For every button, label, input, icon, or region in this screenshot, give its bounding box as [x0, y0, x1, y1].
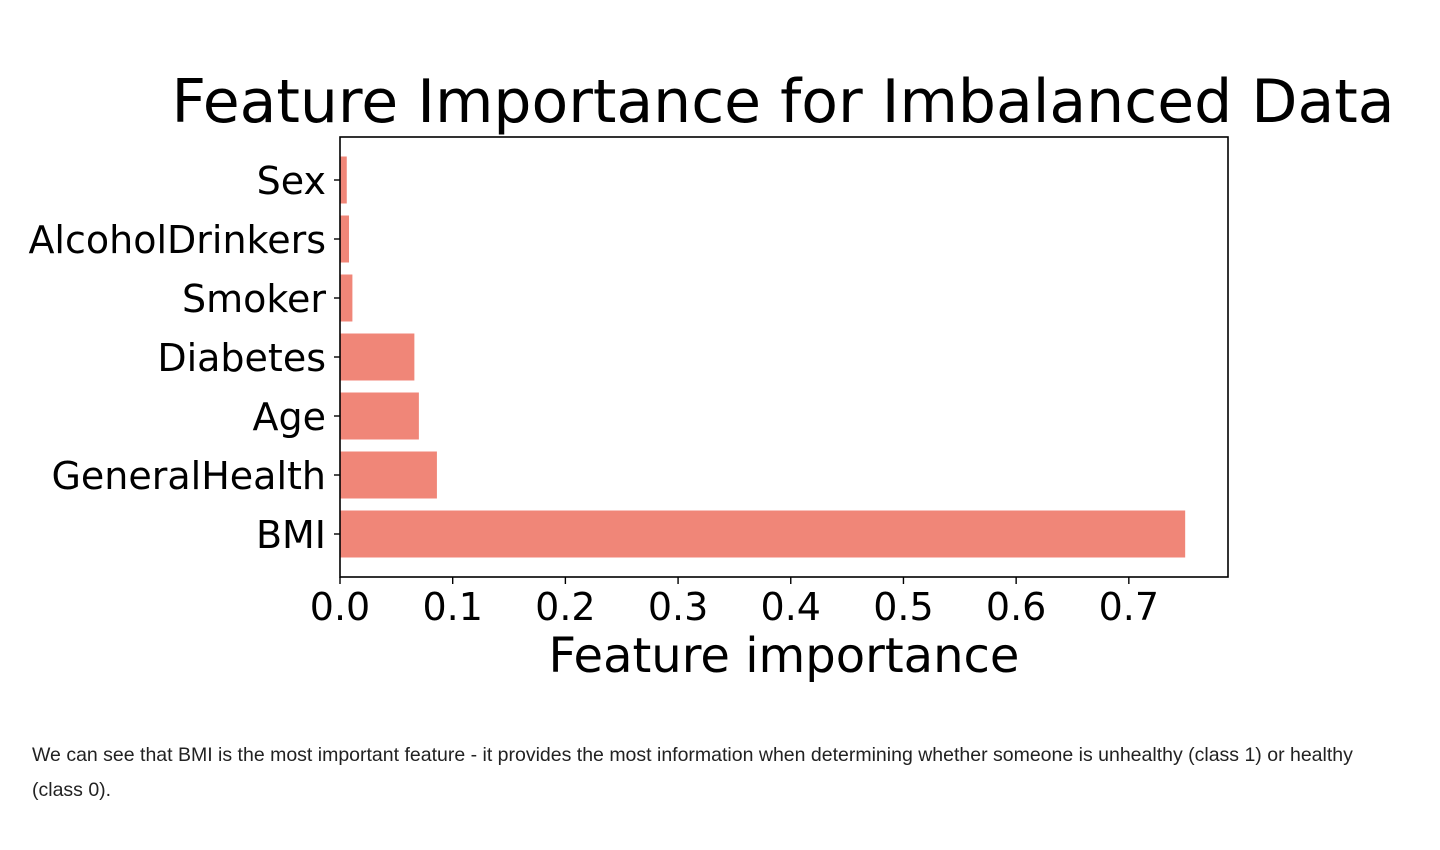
bar-bmi: [340, 510, 1186, 558]
y-tick-label: Smoker: [182, 277, 326, 321]
x-tick-label: 0.7: [1099, 585, 1159, 629]
y-tick-label: Diabetes: [157, 336, 326, 380]
y-tick-label: BMI: [256, 513, 326, 557]
y-tick-label: Sex: [257, 159, 326, 203]
bars-layer: [340, 156, 1186, 558]
x-tick-label: 0.2: [535, 585, 595, 629]
y-axis-ticks: BMI GeneralHealth Age Diabetes Smoker Alcohol…: [28, 159, 340, 557]
chart-title: Feature Importance for Imbalanced Data: [171, 67, 1394, 137]
plot-frame: [339, 136, 1229, 578]
x-axis-label: Feature importance: [549, 628, 1020, 684]
feature-importance-chart: Feature Importance for Imbalanced Data B…: [28, 67, 1394, 684]
x-tick-label: 0.6: [986, 585, 1046, 629]
x-axis-ticks: 0.0 0.1 0.2 0.3 0.4 0.5 0.6 0.7: [310, 577, 1159, 629]
bar-alcoholdrinkers: [340, 215, 350, 263]
bar-age: [340, 392, 419, 440]
x-tick-label: 0.3: [648, 585, 708, 629]
x-tick-label: 0.5: [873, 585, 933, 629]
y-tick-label: AlcoholDrinkers: [28, 218, 326, 262]
x-tick-label: 0.0: [310, 585, 370, 629]
y-tick-label: GeneralHealth: [51, 454, 326, 498]
bar-diabetes: [340, 333, 415, 381]
x-tick-label: 0.1: [422, 585, 482, 629]
bar-smoker: [340, 274, 353, 322]
x-tick-label: 0.4: [761, 585, 821, 629]
caption-text: We can see that BMI is the most importan…: [32, 743, 1353, 801]
y-tick-label: Age: [253, 395, 327, 439]
bar-generalhealth: [340, 451, 437, 499]
bar-sex: [340, 156, 347, 204]
